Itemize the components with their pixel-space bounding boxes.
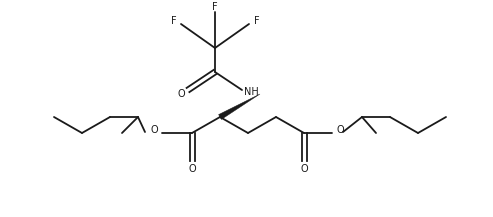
- Text: F: F: [212, 2, 218, 12]
- Text: F: F: [171, 16, 177, 26]
- Text: O: O: [336, 125, 344, 135]
- Text: F: F: [254, 16, 260, 26]
- Text: O: O: [177, 89, 185, 99]
- Text: O: O: [300, 164, 308, 174]
- Text: NH: NH: [244, 87, 258, 97]
- Text: O: O: [150, 125, 158, 135]
- Polygon shape: [218, 94, 260, 119]
- Text: O: O: [188, 164, 196, 174]
